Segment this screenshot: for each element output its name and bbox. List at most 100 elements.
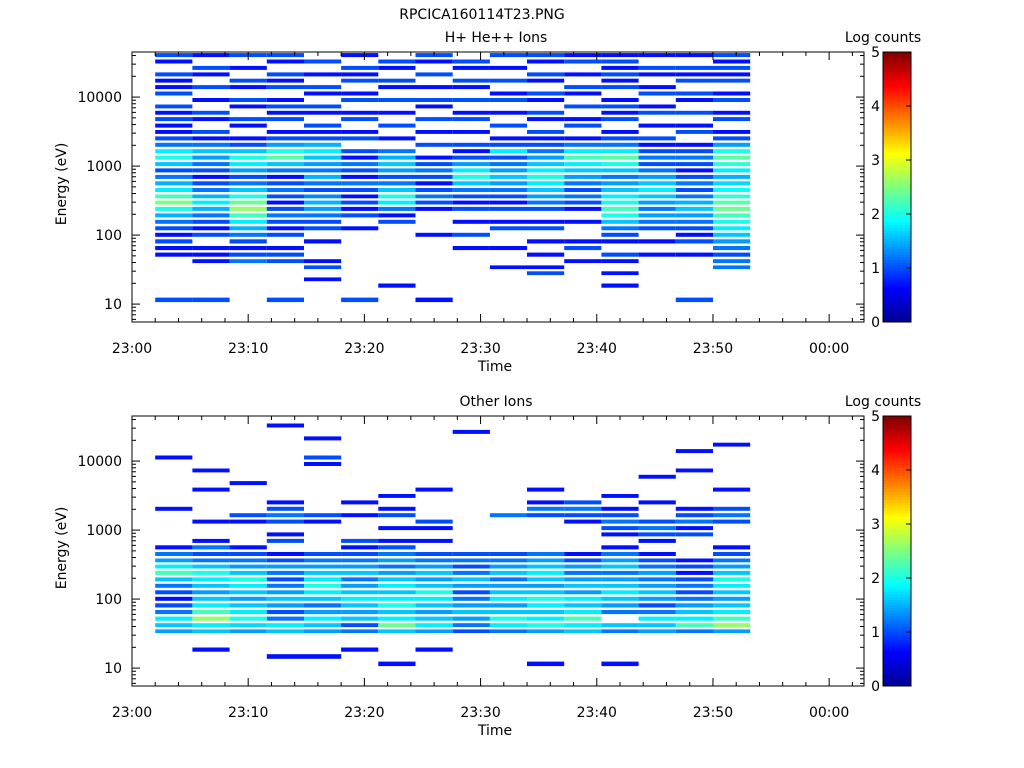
- spectrogram-cell: [304, 200, 342, 205]
- spectrogram-cell: [192, 168, 230, 173]
- spectrogram-cell: [341, 647, 379, 652]
- spectrogram-cell: [601, 117, 639, 122]
- spectrogram-cell: [266, 583, 304, 588]
- spectrogram-cell: [452, 564, 490, 569]
- spectrogram-cell: [266, 246, 304, 251]
- colorbar-swatch: [883, 440, 911, 444]
- spectrogram-cell: [415, 142, 453, 147]
- spectrogram-cell: [304, 194, 342, 199]
- spectrogram-cell: [415, 577, 453, 582]
- spectrogram-cell: [266, 252, 304, 257]
- spectrogram-cell: [675, 564, 713, 569]
- spectrogram-cell: [713, 603, 751, 608]
- spectrogram-cell: [229, 136, 267, 141]
- spectrogram-cell: [527, 226, 565, 231]
- spectrogram-cell: [452, 246, 490, 251]
- spectrogram-cell: [601, 200, 639, 205]
- spectrogram-cell: [713, 136, 751, 141]
- colorbar-swatch: [883, 297, 911, 301]
- spectrogram-cell: [601, 252, 639, 257]
- spectrogram-cell: [304, 123, 342, 128]
- spectrogram-cell: [601, 65, 639, 70]
- spectrogram-cell: [266, 538, 304, 543]
- spectrogram-cell: [675, 219, 713, 224]
- spectrogram-cell: [155, 181, 193, 186]
- colorbar-swatch: [883, 70, 911, 74]
- spectrogram-cell: [192, 226, 230, 231]
- spectrogram-cell: [192, 110, 230, 115]
- spectrogram-cell: [378, 188, 416, 192]
- colorbar-swatch: [883, 667, 911, 671]
- spectrogram-cell: [675, 174, 713, 179]
- spectrogram-cell: [675, 616, 713, 621]
- spectrogram-cell: [266, 558, 304, 563]
- spectrogram-cell: [415, 98, 453, 102]
- spectrogram-cell: [638, 564, 676, 569]
- spectrogram-cell: [564, 564, 602, 569]
- spectrogram-cell: [378, 65, 416, 70]
- colorbar-swatch: [883, 124, 911, 128]
- spectrogram-cell: [192, 577, 230, 582]
- spectrogram-cell: [378, 283, 416, 288]
- spectrogram-cell: [527, 142, 565, 147]
- spectrogram-cell: [527, 110, 565, 115]
- spectrogram-cell: [713, 506, 751, 511]
- colorbar-swatch: [883, 149, 911, 153]
- spectrogram-cell: [489, 194, 528, 199]
- spectrogram-cell: [192, 564, 230, 569]
- spectrogram-cell: [527, 271, 565, 276]
- spectrogram-cell: [713, 181, 751, 186]
- colorbar-swatch: [883, 569, 911, 573]
- colorbar-swatch: [883, 303, 911, 307]
- spectrogram-cell: [378, 558, 416, 563]
- colorbar-swatch: [883, 556, 911, 560]
- spectrogram-cell: [713, 219, 751, 224]
- spectrogram-cell: [638, 519, 676, 524]
- spectrogram-cell: [527, 219, 565, 224]
- spectrogram-cell: [601, 98, 639, 102]
- colorbar-swatch: [883, 434, 911, 438]
- spectrogram-cell: [341, 583, 379, 588]
- colorbar-swatch: [883, 432, 911, 436]
- spectrogram-cell: [378, 59, 416, 64]
- spectrogram-cell: [675, 232, 713, 237]
- spectrogram-cell: [452, 610, 490, 615]
- spectrogram-cell: [266, 616, 304, 621]
- colorbar-swatch: [883, 629, 911, 633]
- spectrogram-cell: [229, 206, 267, 211]
- spectrogram-cell: [341, 226, 379, 231]
- colorbar-swatch: [883, 478, 911, 482]
- spectrogram-cell: [304, 239, 342, 244]
- colorbar-swatch: [883, 680, 911, 684]
- spectrogram-cell: [155, 577, 193, 582]
- colorbar-swatch: [883, 470, 911, 474]
- spectrogram-cell: [564, 552, 602, 556]
- spectrogram-cell: [304, 59, 342, 64]
- colorbar-swatch: [883, 664, 911, 668]
- spectrogram-cell: [713, 610, 751, 615]
- spectrogram-cell: [192, 538, 230, 543]
- colorbar-swatch: [883, 127, 911, 131]
- spectrogram-cell: [304, 558, 342, 563]
- spectrogram-cell: [229, 213, 267, 218]
- spectrogram-cell: [489, 590, 528, 595]
- spectrogram-cell: [155, 200, 193, 205]
- spectrogram-cell: [155, 623, 193, 628]
- spectrogram-cell: [341, 168, 379, 173]
- spectrogram-cell: [527, 265, 565, 270]
- spectrogram-cell: [638, 596, 676, 601]
- colorbar-swatch: [883, 114, 911, 118]
- colorbar-swatch: [883, 548, 911, 552]
- spectrogram-cell: [304, 519, 342, 524]
- spectrogram-cell: [675, 513, 713, 518]
- spectrogram-cell: [638, 155, 676, 160]
- colorbar-swatch: [883, 157, 911, 161]
- spectrogram-cell: [489, 596, 528, 601]
- spectrogram-cell: [229, 545, 267, 550]
- spectrogram-cell: [452, 168, 490, 173]
- spectrogram-cell: [155, 117, 193, 122]
- spectrogram-cell: [713, 232, 751, 237]
- spectrogram-cell: [638, 53, 676, 58]
- spectrogram-cell: [675, 590, 713, 595]
- spectrogram-cell: [564, 623, 602, 628]
